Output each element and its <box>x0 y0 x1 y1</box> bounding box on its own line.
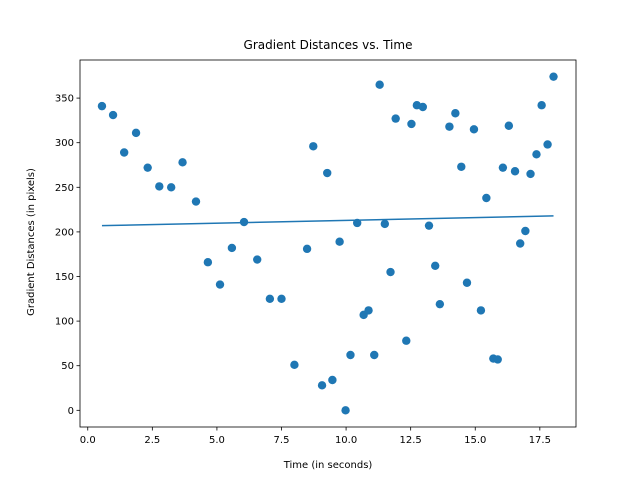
data-point <box>407 119 416 129</box>
data-point <box>215 280 225 289</box>
data-point <box>498 163 508 172</box>
x-tick-label: 15.0 <box>464 435 486 446</box>
data-point <box>323 168 332 178</box>
data-point <box>482 193 491 203</box>
data-point <box>203 258 213 267</box>
x-tick-label: 12.5 <box>400 435 422 446</box>
data-point <box>532 150 541 159</box>
data-point <box>335 237 344 246</box>
data-point <box>457 162 466 171</box>
y-tick-label: 200 <box>55 227 74 238</box>
y-tick-label: 0 <box>68 406 74 417</box>
x-axis-label: Time (in seconds) <box>283 460 373 471</box>
data-point <box>431 261 440 271</box>
data-point <box>265 294 275 304</box>
y-tick-label: 100 <box>55 317 74 328</box>
data-point <box>166 183 176 192</box>
data-point <box>191 197 201 206</box>
data-point <box>476 306 486 315</box>
data-point <box>521 226 530 236</box>
data-point <box>143 163 152 172</box>
data-point <box>108 110 118 120</box>
plot-area <box>97 72 558 415</box>
chart-title: Gradient Distances vs. Time <box>244 38 413 52</box>
data-point <box>119 148 129 157</box>
data-point <box>375 80 384 89</box>
data-point <box>309 142 318 151</box>
x-tick-label: 5.0 <box>209 435 225 446</box>
data-point <box>253 255 262 264</box>
data-point <box>469 125 479 134</box>
data-point <box>516 239 525 248</box>
y-tick-label: 50 <box>61 361 74 372</box>
fit-line <box>101 215 554 227</box>
data-point <box>504 121 514 130</box>
y-tick-label: 300 <box>55 138 74 149</box>
data-point <box>227 243 237 253</box>
data-point <box>131 128 141 138</box>
data-point <box>418 102 428 112</box>
data-point <box>402 336 411 345</box>
data-point <box>341 406 350 415</box>
data-point <box>346 350 355 360</box>
y-tick-label: 150 <box>55 272 74 283</box>
y-tick-label: 350 <box>55 94 74 105</box>
x-tick-label: 7.5 <box>274 435 290 446</box>
data-point <box>328 375 337 385</box>
data-point <box>317 381 327 390</box>
data-point <box>97 101 107 111</box>
data-point <box>290 360 299 370</box>
data-point <box>526 169 535 179</box>
data-point <box>543 140 552 149</box>
data-point <box>435 299 445 309</box>
plot-frame <box>79 59 577 428</box>
data-point <box>510 167 520 176</box>
data-point <box>537 101 546 110</box>
data-point <box>386 267 395 277</box>
data-point <box>380 219 390 229</box>
y-axis-label: Gradient Distances (in pixels) <box>26 168 37 316</box>
data-point <box>451 109 460 118</box>
x-tick-label: 10.0 <box>335 435 357 446</box>
data-point <box>277 294 286 304</box>
data-point <box>462 278 472 287</box>
data-point <box>549 72 558 81</box>
data-point <box>302 244 312 254</box>
x-tick-label: 0.0 <box>80 435 96 446</box>
data-point <box>155 182 164 191</box>
data-point <box>445 122 454 131</box>
y-tick-label: 250 <box>55 183 74 194</box>
axes: 0.0 2.5 5.0 7.5 10.0 12.5 15.0 17.5 0 50 100 150 200… <box>55 59 577 446</box>
data-point <box>370 350 379 360</box>
x-tick-label: 2.5 <box>144 435 160 446</box>
x-tick-label: 17.5 <box>529 435 551 446</box>
data-point <box>424 221 434 230</box>
data-point <box>391 114 400 123</box>
data-point <box>178 158 187 167</box>
data-point <box>364 306 373 315</box>
data-point <box>493 355 502 364</box>
